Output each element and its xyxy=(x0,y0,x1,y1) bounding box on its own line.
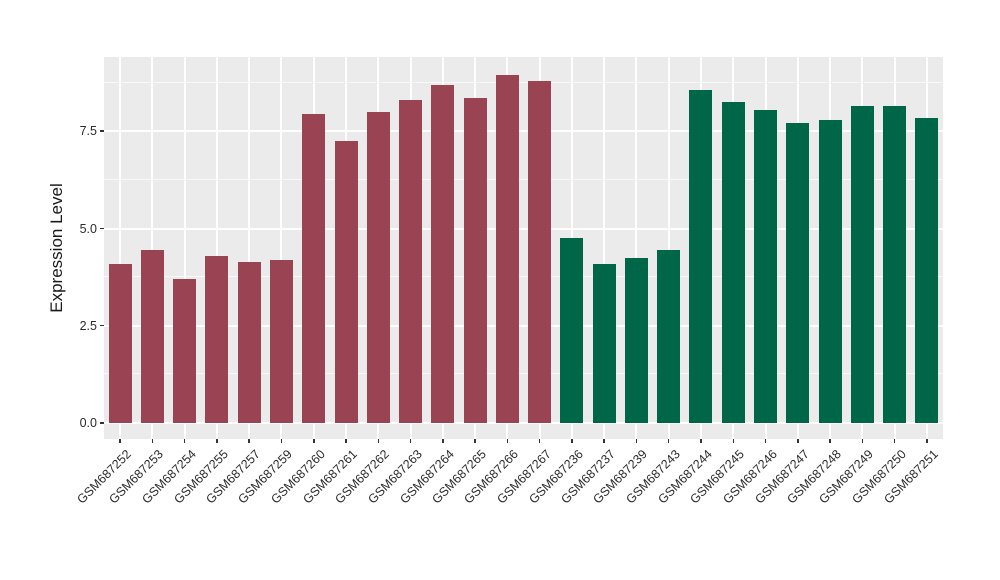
plot-panel xyxy=(104,57,943,439)
y-tick-label: 2.5 xyxy=(79,318,97,333)
x-tick-mark xyxy=(216,439,218,443)
x-tick-mark xyxy=(345,439,347,443)
x-tick-mark xyxy=(409,439,412,443)
gridline-vertical xyxy=(119,57,122,439)
x-tick-mark xyxy=(377,439,380,443)
bar-GSM687245 xyxy=(721,102,745,423)
x-tick-mark xyxy=(829,439,831,443)
bar-GSM687262 xyxy=(366,111,390,423)
gridline-major xyxy=(104,422,943,424)
gridline-major xyxy=(104,130,943,133)
x-tick-mark xyxy=(861,439,864,443)
bar-GSM687253 xyxy=(140,249,164,423)
gridline-vertical xyxy=(603,57,606,439)
bar-GSM687236 xyxy=(560,238,584,423)
bar-GSM687255 xyxy=(205,255,229,423)
x-tick-mark xyxy=(280,439,283,443)
bar-GSM687248 xyxy=(818,119,842,423)
bar-GSM687252 xyxy=(108,263,132,423)
x-tick-mark xyxy=(538,439,541,443)
y-tick-label: 0.0 xyxy=(79,416,97,430)
bar-GSM687260 xyxy=(302,113,326,423)
gridline-minor xyxy=(104,276,943,278)
x-tick-mark xyxy=(474,439,476,443)
bar-GSM687239 xyxy=(624,257,648,423)
gridline-vertical xyxy=(215,57,218,439)
bar-GSM687243 xyxy=(657,249,681,423)
y-tick-mark xyxy=(100,227,104,229)
x-tick-mark xyxy=(635,439,638,443)
x-tick-mark xyxy=(506,439,509,443)
gridline-minor xyxy=(104,373,943,375)
x-tick-mark xyxy=(764,439,767,443)
x-tick-mark xyxy=(667,439,670,443)
bar-GSM687246 xyxy=(754,109,778,423)
x-tick-mark xyxy=(151,439,154,443)
x-tick-mark xyxy=(797,439,799,443)
gridline-minor xyxy=(104,178,943,180)
gridline-minor xyxy=(104,81,943,83)
gridline-vertical xyxy=(635,57,638,439)
x-tick-mark xyxy=(248,439,250,443)
y-tick-mark xyxy=(100,324,104,327)
gridline-vertical xyxy=(248,57,251,439)
gridline-vertical xyxy=(667,57,670,439)
y-axis-title: Expression Level xyxy=(47,183,66,313)
bar-GSM687247 xyxy=(786,123,810,423)
bar-GSM687266 xyxy=(495,74,519,423)
gridline-vertical xyxy=(183,57,186,439)
bar-GSM687250 xyxy=(883,105,907,423)
bar-GSM687261 xyxy=(334,140,358,423)
bar-GSM687244 xyxy=(689,90,713,423)
bar-GSM687251 xyxy=(915,117,939,423)
x-tick-mark xyxy=(183,439,186,443)
x-tick-mark xyxy=(119,439,121,443)
bar-GSM687249 xyxy=(850,105,874,423)
x-tick-mark xyxy=(313,439,315,443)
y-tick-label: 7.5 xyxy=(79,124,97,139)
bar-GSM687237 xyxy=(592,263,616,423)
bar-GSM687259 xyxy=(269,259,293,423)
bar-GSM687264 xyxy=(431,84,455,423)
bar-GSM687257 xyxy=(237,261,261,423)
x-tick-mark xyxy=(893,439,896,443)
gridline-vertical xyxy=(151,57,154,439)
x-tick-mark xyxy=(603,439,605,443)
gridline-vertical xyxy=(280,57,283,439)
bar-GSM687254 xyxy=(173,279,197,423)
y-tick-label: 5.0 xyxy=(79,221,97,236)
gridline-major xyxy=(104,324,943,327)
bar-GSM687267 xyxy=(528,80,552,423)
x-tick-mark xyxy=(926,439,928,443)
bar-GSM687265 xyxy=(463,98,487,423)
y-tick-mark xyxy=(100,130,104,132)
x-tick-mark xyxy=(732,439,734,443)
x-tick-mark xyxy=(571,439,573,443)
x-tick-mark xyxy=(700,439,702,443)
bar-GSM687263 xyxy=(399,100,423,423)
gridline-major xyxy=(104,227,943,230)
y-tick-mark xyxy=(100,422,104,424)
x-tick-mark xyxy=(442,439,444,443)
